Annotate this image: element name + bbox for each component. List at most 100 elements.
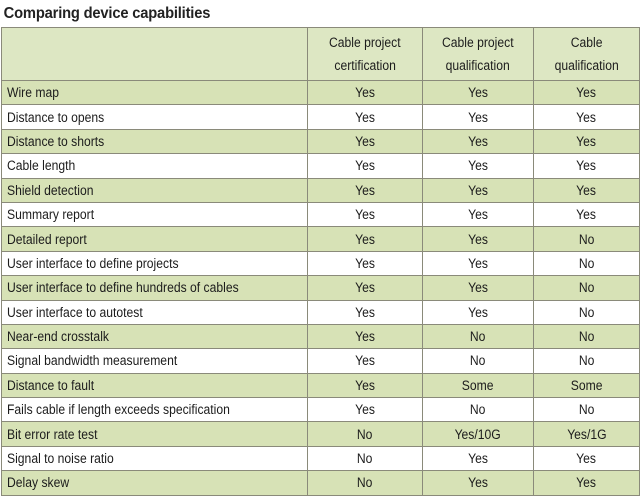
cell-value: No [578, 402, 595, 418]
row-label: Shield detection [7, 182, 94, 198]
cell-value: Yes [355, 377, 375, 393]
value-cell: No [533, 397, 640, 423]
cell-value: Yes [355, 231, 375, 247]
value-cell: Yes [533, 470, 640, 496]
value-cell: Yes [307, 348, 423, 374]
cell-value: Yes [355, 158, 375, 174]
value-cell: Yes [422, 250, 534, 277]
cell-value: Yes [355, 304, 375, 320]
column-header-line: qualification [445, 58, 511, 73]
table-row: Fails cable if length exceeds specificat… [1, 397, 640, 423]
row-label-cell: Delay skew [1, 470, 308, 496]
value-cell: Yes [533, 201, 640, 228]
cell-value: No [578, 353, 595, 369]
cell-value: Yes/1G [566, 426, 607, 442]
value-cell: Yes [307, 177, 423, 203]
cell-value: Yes [355, 133, 375, 149]
table-row: Wire map Yes Yes Yes [1, 79, 640, 106]
value-cell: Yes [307, 104, 423, 130]
value-cell: No [533, 250, 640, 277]
value-cell: Yes [533, 153, 640, 179]
row-label-cell: Wire map [1, 79, 308, 106]
row-label-cell: User interface to define projects [1, 250, 308, 277]
cell-value: No [578, 255, 595, 271]
cell-value: No [470, 402, 486, 418]
cell-value: Yes [468, 280, 488, 296]
row-label-cell: Summary report [1, 201, 308, 228]
cell-value: Yes [468, 133, 488, 149]
row-label-cell: Signal bandwidth measurement [1, 348, 308, 374]
header-corner [1, 27, 308, 81]
table-row: Signal bandwidth measurement Yes No No [1, 348, 640, 374]
cell-value: Yes [468, 451, 488, 467]
cell-value: Yes [355, 182, 375, 198]
value-cell: No [533, 348, 640, 374]
cell-value: Yes [468, 304, 488, 320]
cell-value: Yes [576, 85, 597, 101]
value-cell: Yes [533, 104, 640, 130]
table-row: User interface to define hundreds of cab… [1, 275, 640, 301]
value-cell: No [533, 299, 640, 325]
value-cell: Yes [307, 372, 423, 399]
row-label: Cable length [7, 158, 76, 174]
value-cell: No [422, 397, 534, 423]
cell-value: Yes [468, 207, 488, 223]
row-label-cell: Shield detection [1, 177, 308, 203]
value-cell: No [533, 226, 640, 252]
cell-value: Yes [355, 109, 375, 125]
value-cell: Yes [307, 299, 423, 325]
table-row: Near-end crosstalk Yes No No [1, 323, 640, 350]
value-cell: No [307, 421, 423, 447]
table-row: Delay skew No Yes Yes [1, 470, 640, 496]
value-cell: No [307, 470, 423, 496]
value-cell: Yes [422, 299, 534, 325]
cell-value: Yes [576, 182, 597, 198]
table-body: Wire map Yes Yes Yes Distance to opens Yes Yes… [1, 79, 640, 496]
row-label-cell: Distance to shorts [1, 128, 308, 155]
cell-value: Yes [468, 158, 488, 174]
value-cell: Yes [307, 201, 423, 228]
table-row: Signal to noise ratio No Yes Yes [1, 445, 640, 472]
cell-value: No [357, 475, 373, 491]
row-label: Wire map [7, 85, 59, 101]
table-row: Detailed report Yes Yes No [1, 226, 640, 252]
value-cell: Yes [422, 275, 534, 301]
row-label: Signal to noise ratio [7, 451, 114, 467]
table-header: Cable project certification Cable projec… [1, 27, 640, 81]
value-cell: Some [422, 372, 534, 399]
row-label-cell: Distance to fault [1, 372, 308, 399]
row-label-cell: Cable length [1, 153, 308, 179]
column-header-cable-qualification: Cable qualification [533, 27, 640, 81]
value-cell: Yes [307, 79, 423, 106]
row-label-cell: Distance to opens [1, 104, 308, 130]
cell-value: Yes [468, 255, 488, 271]
cell-value: Yes [355, 85, 375, 101]
cell-value: Yes [576, 133, 597, 149]
table-row: Cable length Yes Yes Yes [1, 153, 640, 179]
value-cell: Some [533, 372, 640, 399]
cell-value: Yes [576, 109, 597, 125]
value-cell: Yes [307, 323, 423, 350]
value-cell: No [422, 323, 534, 350]
cell-value: Some [462, 377, 494, 393]
row-label: User interface to define hundreds of cab… [7, 280, 239, 296]
row-label: Delay skew [7, 475, 70, 491]
cell-value: No [578, 329, 595, 345]
column-header-line: certification [334, 58, 396, 73]
table-title: Comparing device capabilities [3, 5, 211, 22]
table-row: Distance to shorts Yes Yes Yes [1, 128, 640, 155]
cell-value: No [357, 426, 373, 442]
row-label: Distance to fault [7, 377, 95, 393]
value-cell: No [422, 348, 534, 374]
value-cell: Yes/1G [533, 421, 640, 447]
cell-value: Yes [355, 353, 375, 369]
cell-value: Yes [468, 109, 488, 125]
row-label-cell: Near-end crosstalk [1, 323, 308, 350]
value-cell: Yes/10G [422, 421, 534, 447]
value-cell: No [533, 275, 640, 301]
cell-value: Yes [355, 255, 375, 271]
cell-value: Yes [576, 475, 597, 491]
cell-value: Yes/10G [454, 426, 502, 442]
cell-value: Yes [355, 329, 375, 345]
